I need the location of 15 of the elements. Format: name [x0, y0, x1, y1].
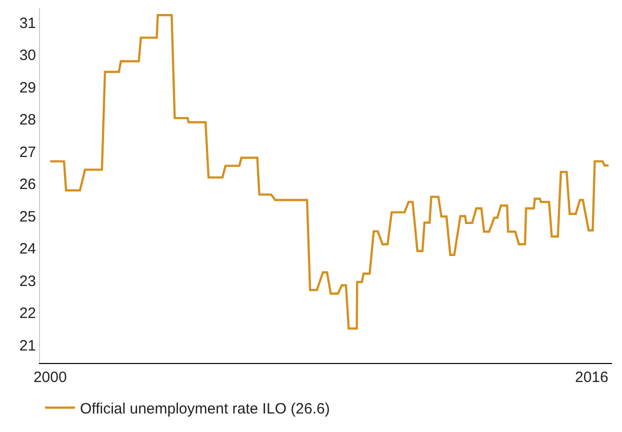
- y-tick-label: 31: [19, 14, 36, 32]
- y-tick-label: 29: [19, 79, 36, 96]
- y-tick-label: 23: [19, 272, 36, 290]
- y-tick-label: 22: [19, 305, 36, 322]
- y-tick-label: 25: [19, 208, 36, 226]
- y-tick-label: 28: [19, 112, 36, 129]
- y-tick-label: 26: [19, 176, 36, 194]
- y-tick-label: 27: [19, 144, 36, 161]
- y-tick-label: 30: [19, 47, 36, 64]
- x-tick-label: 2000: [33, 369, 67, 386]
- line-series: [49, 14, 610, 330]
- y-tick-label: 21: [19, 338, 36, 354]
- legend-label: Official unemployment rate ILO (26.6): [80, 400, 330, 418]
- x-tick-label: 2016: [575, 369, 608, 386]
- y-tick-label: 24: [19, 240, 36, 258]
